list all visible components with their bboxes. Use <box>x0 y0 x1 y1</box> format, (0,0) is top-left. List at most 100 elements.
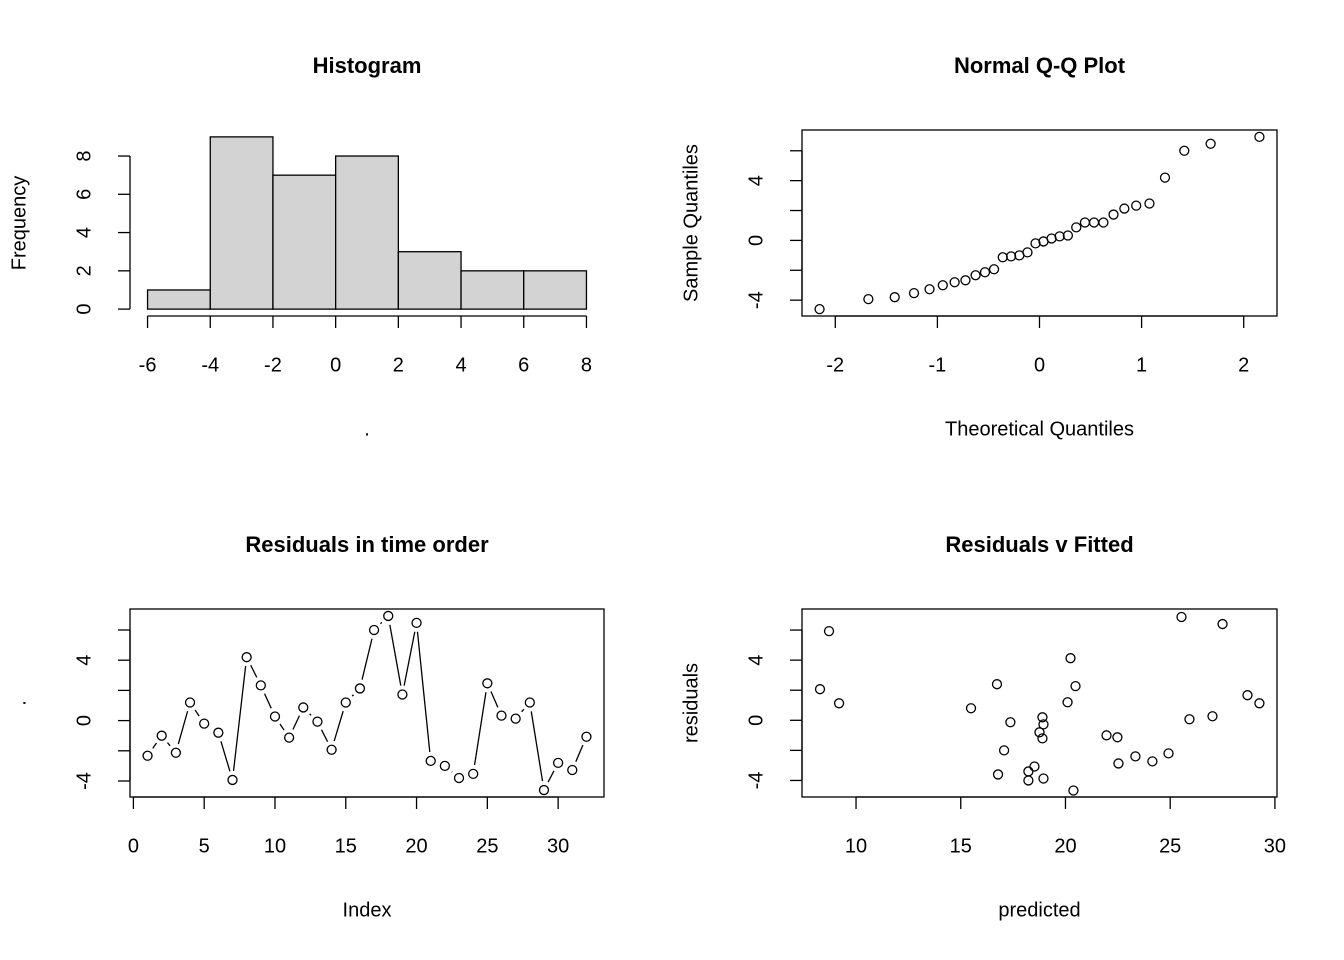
point <box>283 732 295 743</box>
chart-title: Residuals in time order <box>245 532 489 557</box>
connector <box>490 691 499 708</box>
y-tick-label: 8 <box>73 150 95 161</box>
connector <box>279 723 285 731</box>
connector <box>166 742 171 747</box>
connector <box>389 624 402 686</box>
y-tick-label: 4 <box>73 227 95 238</box>
x-axis-label: predicted <box>998 899 1080 921</box>
x-tick-label: -1 <box>928 354 946 376</box>
y-tick-label: -4 <box>745 291 767 309</box>
x-tick-label: 0 <box>128 835 139 857</box>
point <box>468 768 479 780</box>
point <box>814 303 825 315</box>
bar <box>397 251 462 310</box>
y-axis-label: residuals <box>680 663 702 743</box>
point <box>1205 138 1216 149</box>
point <box>510 713 521 724</box>
bar <box>272 174 337 310</box>
point <box>298 702 309 713</box>
point <box>538 784 550 796</box>
connector <box>309 713 312 716</box>
x-tick-label: 5 <box>199 835 210 857</box>
x-tick-label: 6 <box>518 354 529 376</box>
point <box>1159 172 1171 183</box>
x-tick-label: 2 <box>393 354 404 376</box>
connector <box>177 710 189 745</box>
x-axis-label: . <box>364 418 370 440</box>
y-axis-label: Sample Quantiles <box>680 144 702 302</box>
point <box>960 275 971 286</box>
connector <box>292 715 301 730</box>
point <box>1207 711 1218 722</box>
point <box>142 750 153 761</box>
x-tick-label: 20 <box>405 835 427 857</box>
point <box>1062 697 1073 708</box>
point <box>988 264 1000 275</box>
point <box>213 727 224 738</box>
x-tick-label: 2 <box>1238 354 1249 376</box>
x-tick-label: -6 <box>139 354 157 376</box>
bar <box>460 270 525 310</box>
point <box>949 277 960 288</box>
point <box>581 731 592 742</box>
x-tick-label: 10 <box>845 835 867 857</box>
point <box>1254 131 1265 143</box>
point <box>992 769 1004 780</box>
point <box>170 747 182 758</box>
point <box>1131 200 1142 211</box>
point <box>241 652 252 663</box>
connector <box>250 664 258 678</box>
x-tick-label: 10 <box>264 835 286 857</box>
connector <box>263 693 272 709</box>
point <box>1005 251 1017 262</box>
x-axis-label: Index <box>343 899 392 921</box>
point <box>269 711 281 722</box>
point <box>823 625 835 637</box>
x-tick-label: 30 <box>547 835 569 857</box>
point <box>937 280 948 291</box>
x-tick-label: 15 <box>950 835 972 857</box>
point <box>1037 712 1048 723</box>
connector <box>333 710 344 742</box>
point <box>156 730 167 741</box>
point <box>184 697 196 708</box>
point <box>1179 145 1190 156</box>
point <box>924 284 935 295</box>
connector <box>351 694 354 697</box>
x-tick-label: 25 <box>476 835 498 857</box>
point <box>1098 217 1109 228</box>
point <box>1163 748 1174 759</box>
x-tick-label: 4 <box>455 354 466 376</box>
point <box>1054 231 1065 242</box>
x-tick-label: 0 <box>1034 354 1045 376</box>
y-tick-label: 4 <box>745 175 767 186</box>
point <box>1023 775 1034 786</box>
x-tick-label: 1 <box>1136 354 1147 376</box>
point <box>411 617 422 629</box>
point <box>482 678 493 689</box>
chart-title: Residuals v Fitted <box>945 532 1133 557</box>
point <box>227 774 238 786</box>
point <box>383 610 394 622</box>
point <box>1113 758 1124 769</box>
x-tick-label: -4 <box>201 354 219 376</box>
point <box>1065 653 1076 664</box>
point <box>368 624 380 636</box>
x-tick-label: 30 <box>1264 835 1286 857</box>
connector <box>416 631 431 753</box>
plot-frame <box>801 608 1278 798</box>
point <box>340 697 351 708</box>
point <box>439 760 451 772</box>
point <box>908 287 920 299</box>
point <box>326 744 337 755</box>
point <box>970 270 981 281</box>
point <box>991 679 1003 690</box>
bar <box>523 270 588 310</box>
point <box>1062 230 1074 241</box>
y-tick-label: -4 <box>745 772 767 790</box>
bar <box>209 136 274 310</box>
bar <box>146 289 211 310</box>
connector <box>320 729 329 742</box>
point <box>1108 209 1119 220</box>
